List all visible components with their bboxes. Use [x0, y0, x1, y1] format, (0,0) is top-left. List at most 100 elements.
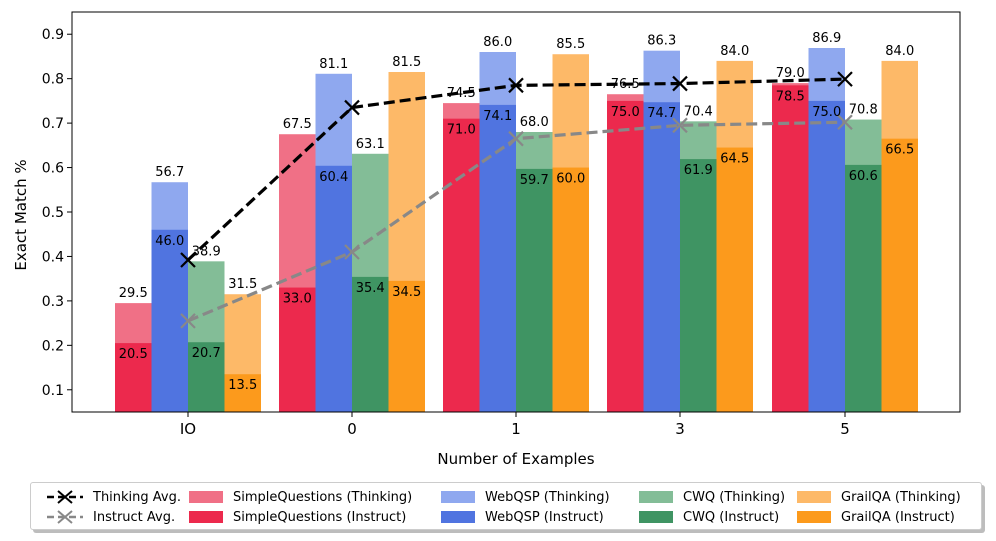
simplequestions-instruct-value-label: 20.5: [119, 347, 148, 362]
simplequestions-thinking-value-label: 79.0: [776, 66, 805, 81]
legend: Thinking Avg. Instruct Avg. SimpleQuesti…: [30, 482, 982, 530]
grailqa-thinking-swatch: [797, 491, 831, 503]
x-tick-label: IO: [180, 420, 196, 438]
webqsp-instruct-bar: [479, 104, 516, 412]
axes-layer: 0.1 0.2 0.3 0.4 0.5 0.6 0.7 0.8 0.9 IO 0 1 3 5: [42, 11, 961, 438]
simplequestions-instruct-bar: [279, 287, 316, 412]
data-labels-layer: 29.5 20.5 67.5 33.0 74.5 71.0 76.5 75.0 79.0 78.5…: [119, 31, 914, 393]
grailqa-thinking-value-label: 81.5: [392, 55, 421, 70]
instruct-avg-marker: [672, 117, 688, 134]
legend-webqsp-thinking: WebQSP (Thinking): [441, 488, 610, 506]
webqsp-instruct-value-label: 75.0: [812, 105, 841, 120]
y-tick-label: 0.2: [42, 338, 64, 354]
y-tick-label: 0.7: [42, 116, 64, 132]
webqsp-thinking-swatch: [441, 491, 475, 503]
grailqa-instruct-bar: [716, 147, 753, 413]
y-tick-label: 0.9: [42, 27, 64, 43]
simplequestions-instruct-value-label: 75.0: [611, 105, 640, 120]
webqsp-instruct-bar: [315, 165, 352, 412]
webqsp-thinking-value-label: 81.1: [319, 57, 348, 72]
legend-webqsp-instruct: WebQSP (Instruct): [441, 508, 604, 526]
cwq-instruct-bar: [845, 164, 882, 412]
instruct-avg-marker: [344, 244, 360, 260]
thinking-avg-marker: [672, 75, 688, 92]
legend-label: SimpleQuestions (Thinking): [233, 489, 413, 505]
thinking-avg-marker: [837, 71, 853, 87]
webqsp-thinking-value-label: 86.0: [483, 35, 512, 50]
simplequestions-instruct-bar: [443, 118, 480, 413]
webqsp-instruct-bar: [808, 100, 845, 412]
sq-instruct-swatch: [189, 511, 223, 523]
legend-instruct-avg: Instruct Avg.: [45, 508, 175, 526]
y-tick-label: 0.5: [42, 205, 64, 221]
cwq-instruct-value-label: 61.9: [684, 163, 713, 178]
grailqa-instruct-value-label: 64.5: [720, 152, 749, 167]
webqsp-instruct-bar: [151, 229, 188, 412]
grailqa-instruct-bar: [552, 167, 589, 412]
webqsp-thinking-value-label: 86.9: [812, 31, 841, 46]
y-tick-label: 0.3: [42, 294, 64, 310]
simplequestions-thinking-value-label: 76.5: [611, 77, 640, 92]
webqsp-instruct-value-label: 60.4: [319, 170, 348, 185]
grailqa-instruct-swatch: [797, 511, 831, 523]
simplequestions-instruct-bar: [607, 100, 644, 412]
grailqa-thinking-value-label: 84.0: [885, 44, 914, 59]
cwq-thinking-value-label: 63.1: [356, 137, 385, 152]
y-tick-label: 0.6: [42, 161, 64, 177]
legend-label: Instruct Avg.: [93, 509, 176, 525]
grailqa-instruct-value-label: 34.5: [392, 285, 421, 300]
x-tick-label: 5: [840, 420, 850, 438]
legend-label: SimpleQuestions (Instruct): [233, 509, 407, 525]
webqsp-instruct-value-label: 74.7: [647, 106, 676, 121]
grailqa-instruct-bar: [881, 138, 918, 412]
cwq-thinking-value-label: 70.4: [684, 104, 713, 119]
cwq-instruct-bar: [352, 276, 389, 412]
thinking-avg-marker: [180, 252, 196, 268]
cwq-thinking-swatch: [639, 491, 673, 503]
cwq-instruct-value-label: 60.6: [849, 169, 878, 184]
x-tick-label: 0: [347, 420, 357, 438]
cwq-instruct-value-label: 59.7: [520, 173, 549, 188]
legend-grailqa-instruct: GrailQA (Instruct): [797, 508, 955, 526]
simplequestions-thinking-value-label: 67.5: [283, 117, 312, 132]
legend-label: Thinking Avg.: [93, 489, 182, 505]
grailqa-thinking-value-label: 85.5: [556, 37, 585, 52]
y-tick-label: 0.4: [42, 249, 64, 265]
cwq-instruct-value-label: 35.4: [356, 281, 385, 296]
bars-layer: [115, 48, 918, 413]
lines-layer: [180, 71, 853, 329]
y-tick-label: 0.8: [42, 72, 64, 88]
cwq-instruct-bar: [680, 159, 717, 412]
simplequestions-instruct-bar: [772, 85, 809, 412]
thinking-avg-line-icon: [47, 490, 83, 504]
webqsp-instruct-bar: [643, 102, 680, 412]
legend-label: CWQ (Instruct): [683, 509, 780, 525]
webqsp-instruct-value-label: 74.1: [483, 109, 512, 124]
grailqa-thinking-value-label: 31.5: [228, 277, 257, 292]
x-tick-label: 1: [511, 420, 521, 438]
cwq-thinking-value-label: 70.8: [849, 103, 878, 118]
grailqa-instruct-value-label: 60.0: [556, 172, 585, 187]
sq-thinking-swatch: [189, 491, 223, 503]
cwq-instruct-bar: [188, 342, 225, 412]
legend-cwq-instruct: CWQ (Instruct): [639, 508, 779, 526]
legend-label: GrailQA (Thinking): [841, 489, 961, 505]
legend-sq-instruct: SimpleQuestions (Instruct): [189, 508, 406, 526]
legend-label: CWQ (Thinking): [683, 489, 786, 505]
cwq-instruct-value-label: 20.7: [192, 346, 221, 361]
legend-thinking-avg: Thinking Avg.: [45, 488, 181, 506]
simplequestions-thinking-value-label: 74.5: [447, 86, 476, 101]
simplequestions-instruct-value-label: 78.5: [776, 89, 805, 104]
y-axis-label: Exact Match %: [12, 159, 30, 270]
grailqa-instruct-value-label: 66.5: [885, 143, 914, 158]
cwq-thinking-value-label: 38.9: [192, 244, 221, 259]
legend-grailqa-thinking: GrailQA (Thinking): [797, 488, 961, 506]
cwq-instruct-swatch: [639, 511, 673, 523]
instruct-avg-marker: [508, 130, 524, 147]
webqsp-thinking-value-label: 56.7: [155, 165, 184, 180]
legend-cwq-thinking: CWQ (Thinking): [639, 488, 785, 506]
grailqa-instruct-value-label: 13.5: [228, 378, 257, 393]
legend-sq-thinking: SimpleQuestions (Thinking): [189, 488, 412, 506]
grailqa-instruct-bar: [388, 280, 425, 412]
grailqa-thinking-value-label: 84.0: [720, 44, 749, 59]
